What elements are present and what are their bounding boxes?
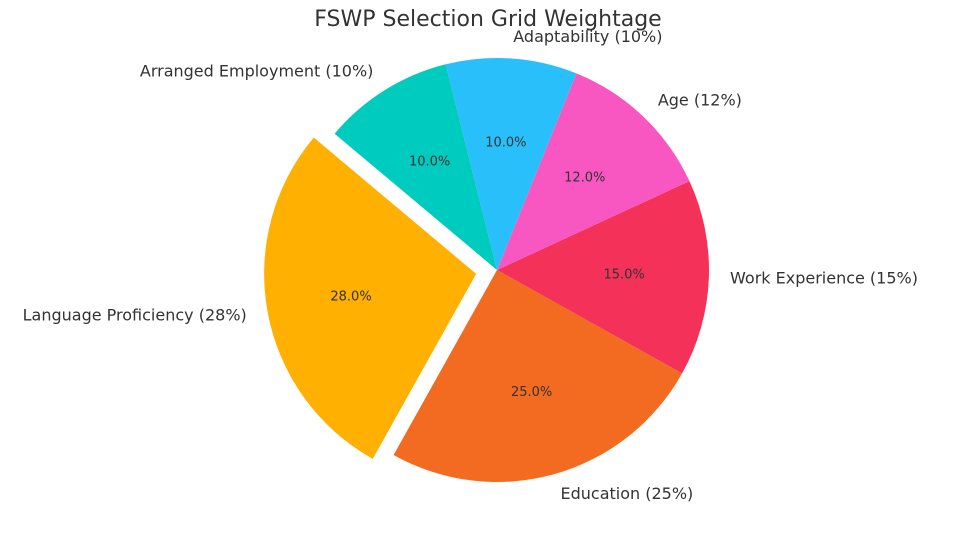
value-label: 10.0%: [409, 155, 450, 170]
pie-slice: [497, 181, 710, 374]
value-label: 25.0%: [511, 385, 552, 400]
slice-label: Age (12%): [658, 91, 742, 110]
slice-label: Education (25%): [560, 484, 693, 503]
slice-label: Work Experience (15%): [730, 268, 918, 287]
pie-slice: [264, 137, 477, 459]
pie-slice: [445, 57, 577, 271]
pie-slice: [334, 64, 497, 270]
slice-label: Language Proficiency (28%): [23, 305, 247, 324]
pie-slice: [497, 73, 690, 271]
value-label: 12.0%: [564, 170, 605, 185]
chart-title: FSWP Selection Grid Weightage: [314, 7, 661, 32]
slice-label: Adaptability (10%): [513, 27, 662, 46]
slice-label: Arranged Employment (10%): [140, 62, 374, 81]
value-label: 28.0%: [330, 289, 371, 304]
value-label: 15.0%: [603, 267, 644, 282]
value-label: 10.0%: [485, 136, 526, 151]
pie-slice: [393, 270, 683, 482]
